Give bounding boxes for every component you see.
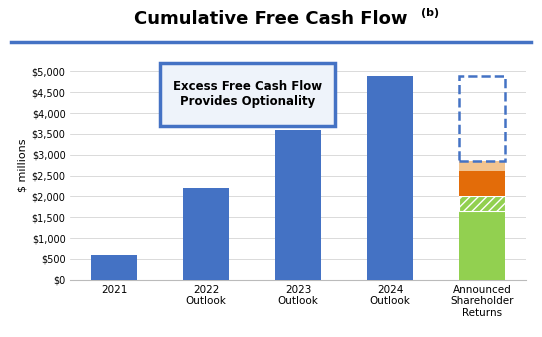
Bar bbox=[459, 196, 505, 211]
Text: Cumulative Free Cash Flow: Cumulative Free Cash Flow bbox=[134, 10, 408, 28]
Bar bbox=[367, 75, 413, 280]
FancyBboxPatch shape bbox=[160, 63, 335, 126]
Bar bbox=[275, 130, 321, 280]
Bar bbox=[459, 161, 505, 172]
Y-axis label: $ millions: $ millions bbox=[17, 139, 28, 192]
Bar bbox=[459, 172, 505, 196]
Legend: Cumulative Free Cash Flow, Target Debt Reduction, Share Repurchases, Dividends: Cumulative Free Cash Flow, Target Debt R… bbox=[39, 335, 502, 337]
Text: Excess Free Cash Flow
Provides Optionality: Excess Free Cash Flow Provides Optionali… bbox=[173, 80, 322, 108]
Bar bbox=[459, 75, 505, 161]
Bar bbox=[183, 188, 229, 280]
Text: (b): (b) bbox=[421, 8, 438, 19]
Bar bbox=[459, 211, 505, 280]
Bar bbox=[91, 255, 137, 280]
